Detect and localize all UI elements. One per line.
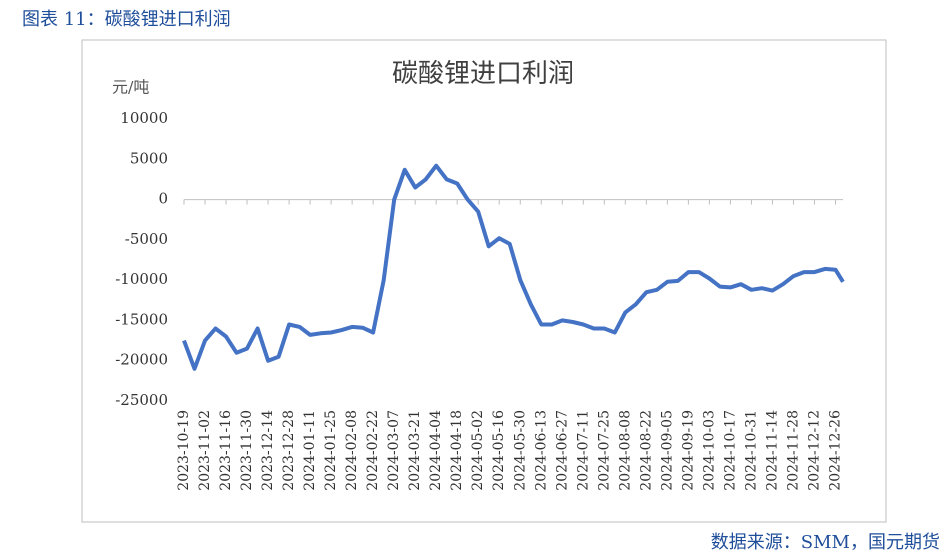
x-tick-label: 2024-02-08 <box>344 410 360 491</box>
chart-frame <box>81 39 887 523</box>
x-tick-label: 2024-06-27 <box>554 410 570 491</box>
x-tick-label: 2024-12-12 <box>806 410 822 491</box>
x-tick-label: 2024-05-30 <box>512 410 528 491</box>
x-tick-label: 2024-02-22 <box>365 410 381 491</box>
y-tick-label: -5000 <box>125 230 168 248</box>
data-line <box>182 163 845 371</box>
x-tick-label: 2024-01-25 <box>323 410 339 491</box>
x-tick-label: 2024-05-16 <box>491 410 507 491</box>
x-tick-label: 2024-03-21 <box>407 410 423 491</box>
x-tick-label: 2023-12-14 <box>260 410 276 491</box>
x-tick-label: 2023-11-02 <box>197 410 213 491</box>
x-tick-label: 2024-11-28 <box>785 410 801 491</box>
y-tick-label: 5000 <box>130 149 168 167</box>
x-tick-label: 2024-08-22 <box>638 410 654 491</box>
x-tick-label: 2024-10-17 <box>722 410 738 491</box>
y-tick-label: -25000 <box>115 391 168 409</box>
y-tick-label: -10000 <box>115 270 168 288</box>
source: 数据来源：SMM，国元期货 <box>711 532 940 553</box>
x-tick-label: 2024-07-11 <box>575 410 591 491</box>
x-tick-label: 2023-12-28 <box>281 410 297 491</box>
y-tick-label: 10000 <box>120 109 168 127</box>
x-tick-label: 2024-07-25 <box>596 410 612 491</box>
x-tick-label: 2023-10-19 <box>176 410 192 491</box>
y-tick-label: -15000 <box>115 310 168 328</box>
caption: 图表 11：碳酸锂进口利润 <box>22 9 231 30</box>
x-tick-label: 2024-11-14 <box>764 410 780 491</box>
chart-title: 碳酸锂进口利润 <box>392 59 574 89</box>
x-tick-label: 2024-06-13 <box>533 410 549 491</box>
x-tick-label: 2024-03-07 <box>386 410 402 491</box>
x-tick-label: 2024-10-31 <box>743 410 759 491</box>
x-tick-label: 2024-10-03 <box>701 410 717 491</box>
x-tick-label: 2024-09-05 <box>659 410 675 491</box>
x-tick-label: 2024-08-08 <box>617 410 633 491</box>
x-tick-label: 2024-05-02 <box>470 410 486 491</box>
x-tick-label: 2024-01-11 <box>302 410 318 491</box>
x-tick-label: 2024-12-26 <box>827 410 843 491</box>
x-tick-label: 2023-11-16 <box>218 410 234 491</box>
x-tick-label: 2023-11-30 <box>239 410 255 491</box>
x-tick-label: 2024-04-18 <box>449 410 465 491</box>
y-tick-label: -20000 <box>115 351 168 369</box>
x-tick-label: 2024-09-19 <box>680 410 696 491</box>
x-tick-label: 2024-04-04 <box>428 410 444 491</box>
y-tick-label: 0 <box>158 190 168 208</box>
y-axis-label: 元/吨 <box>112 78 149 97</box>
